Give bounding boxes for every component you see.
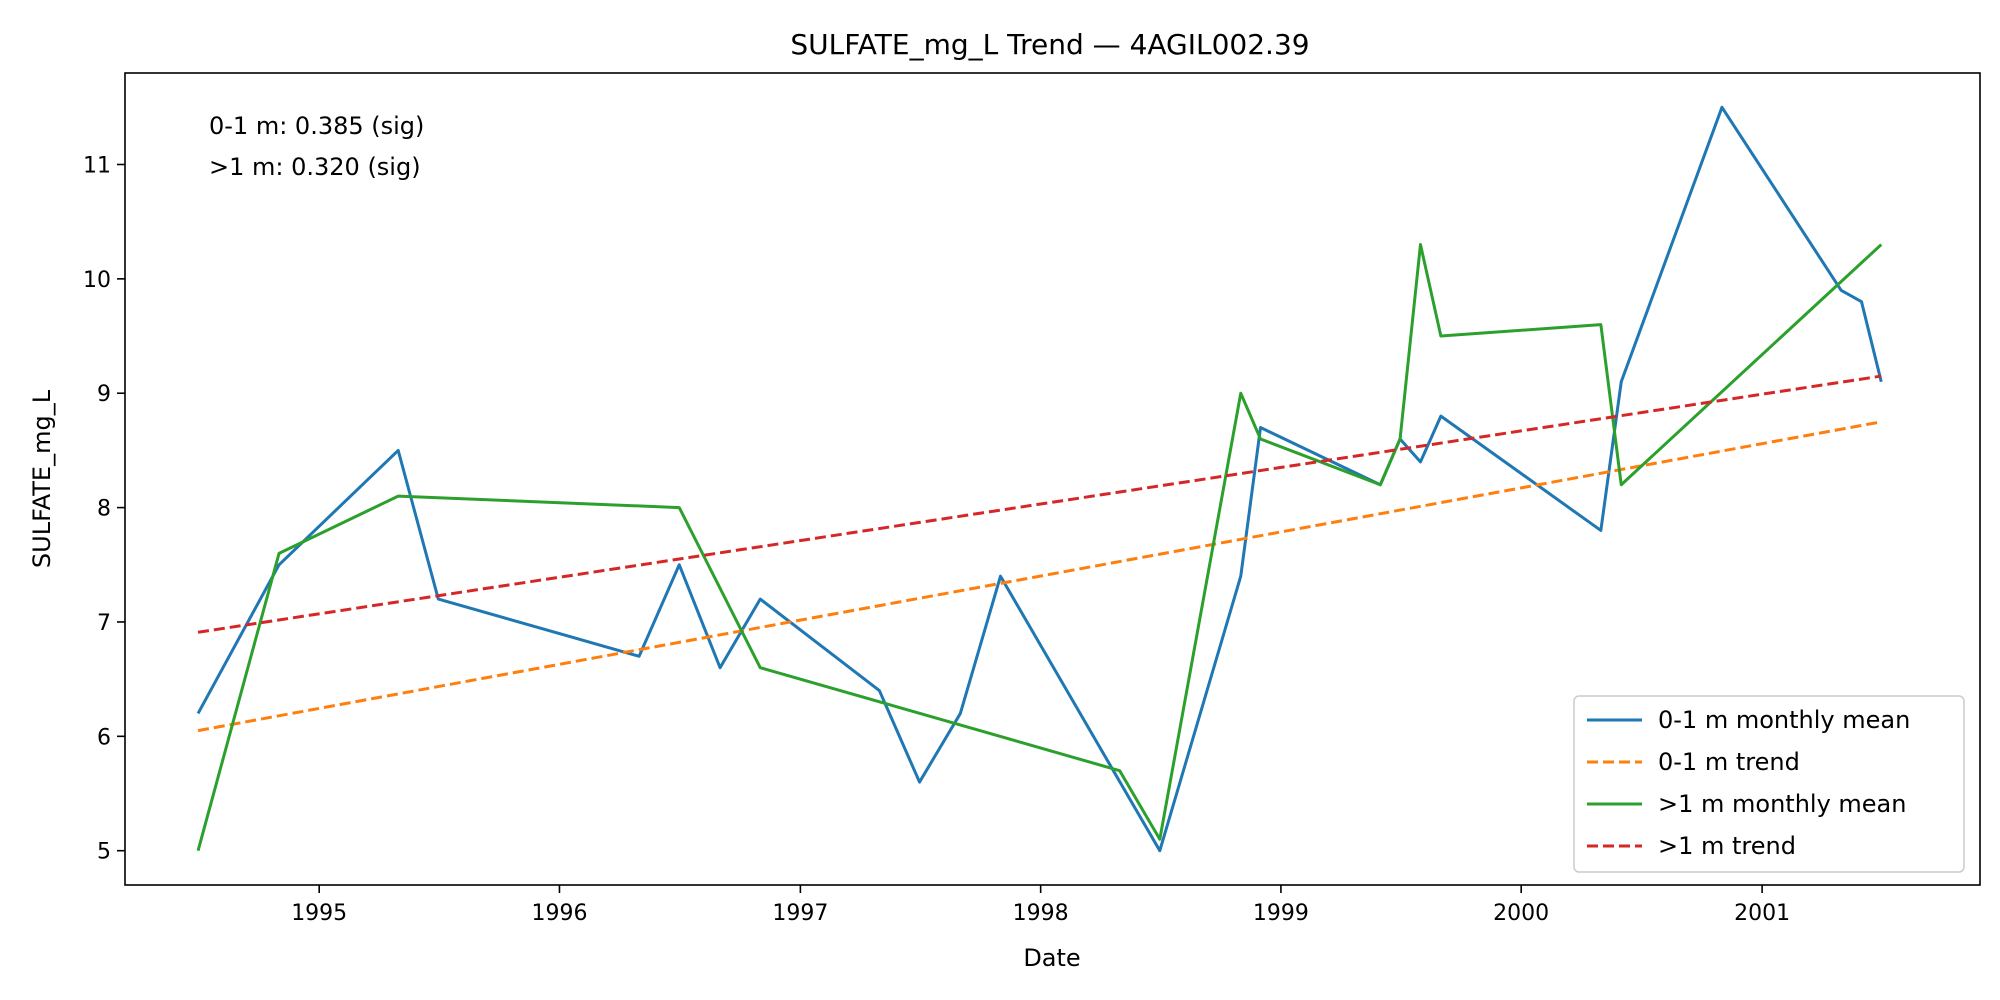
- x-axis-label: Date: [1023, 944, 1080, 972]
- plot-frame: [124, 72, 1981, 886]
- x-tick-label-0: 1995: [291, 901, 347, 926]
- y-axis: 5 6 7 8 9 10 11: [83, 153, 125, 865]
- x-tick-label-1: 1996: [531, 901, 587, 926]
- x-tick-label-2: 1997: [772, 901, 828, 926]
- legend: 0-1 m monthly mean 0-1 m trend >1 m monthl…: [1573, 695, 1965, 873]
- y-tick-label-6: 11: [83, 153, 111, 178]
- legend-frame: [1573, 695, 1965, 873]
- legend-label-1: 0-1 m trend: [1658, 748, 1800, 776]
- series-line-1: [197, 420, 1882, 733]
- x-tick-label-5: 2000: [1493, 901, 1549, 926]
- x-tick-label-4: 1999: [1253, 901, 1309, 926]
- x-tick-label-6: 2001: [1734, 901, 1790, 926]
- chart-title: SULFATE_mg_L Trend — 4AGIL002.39: [790, 28, 1309, 61]
- legend-label-3: >1 m trend: [1658, 832, 1796, 860]
- y-tick-label-5: 10: [83, 268, 111, 293]
- series-line-2: [196, 243, 1883, 852]
- y-tick-label-4: 9: [97, 382, 111, 407]
- y-tick-label-0: 5: [97, 840, 111, 865]
- series-line-3: [197, 374, 1882, 634]
- legend-label-0: 0-1 m monthly mean: [1658, 706, 1910, 734]
- y-tick-label-1: 6: [97, 725, 111, 750]
- annotation-0-1m: 0-1 m: 0.385 (sig): [209, 112, 424, 140]
- plot-lines: [196, 105, 1883, 853]
- y-tick-label-2: 7: [97, 611, 111, 636]
- series-line-0: [196, 105, 1883, 853]
- x-tick-label-3: 1998: [1013, 901, 1069, 926]
- annotation-gt-1m: >1 m: 0.320 (sig): [209, 153, 421, 181]
- x-axis: 1995 1996 1997 1998 1999 2000 2001: [291, 885, 1790, 926]
- y-axis-label: SULFATE_mg_L: [28, 389, 56, 568]
- legend-label-2: >1 m monthly mean: [1658, 790, 1906, 818]
- y-tick-label-3: 8: [97, 497, 111, 522]
